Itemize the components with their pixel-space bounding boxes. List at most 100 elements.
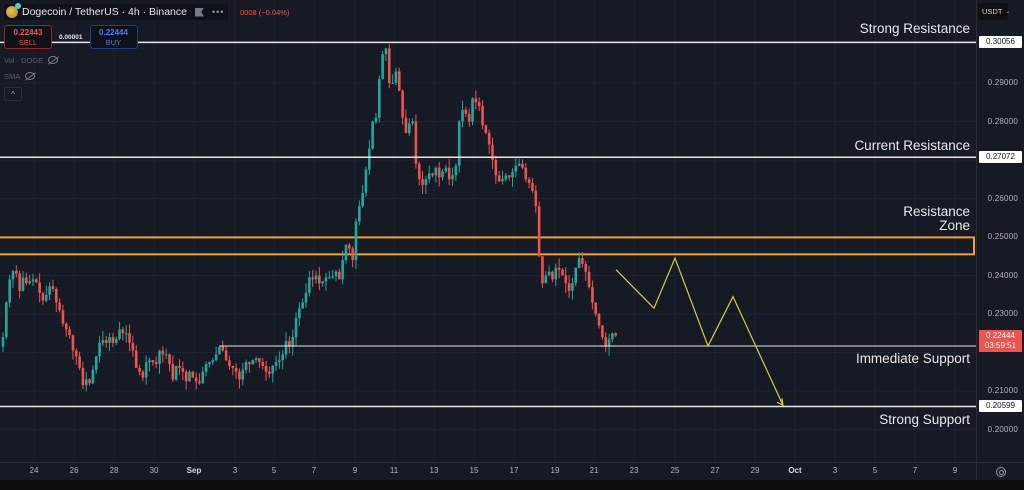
candle-up (374, 117, 378, 122)
symbol-title-bar[interactable]: Dogecoin / TetherUS · 4h · Binance ••• (4, 3, 229, 20)
symbol-title[interactable]: Dogecoin / TetherUS · 4h · Binance (22, 6, 187, 18)
candle-down (15, 270, 18, 274)
price-tick-label: 0.26000 (987, 193, 1018, 203)
candle-up (158, 350, 161, 365)
candle-down (404, 117, 408, 134)
candle-up (504, 175, 508, 180)
candle-up (298, 308, 301, 318)
candle-down (564, 275, 568, 284)
price-tick-label: 0.28000 (987, 116, 1018, 126)
candle-down (38, 282, 41, 293)
candle-down (181, 367, 185, 372)
collapse-legend-button[interactable]: ^ (4, 87, 22, 101)
time-tick-label: 30 (149, 466, 159, 475)
time-tick-label: 26 (69, 466, 79, 475)
indicator-volume[interactable]: Vol · DOGE (4, 55, 228, 65)
candle-down (191, 371, 195, 378)
candle-up (344, 244, 348, 261)
candle-up (577, 258, 581, 268)
candle-up (241, 369, 245, 380)
candle-up (218, 346, 221, 355)
candle-down (231, 365, 235, 368)
annotation-strong-support[interactable]: Strong Support (879, 412, 970, 427)
time-tick-label: Oct (788, 466, 802, 475)
candle-down (68, 329, 71, 336)
candle-down (64, 323, 68, 330)
price-tick-label: 0.25000 (987, 232, 1018, 241)
candle-down (348, 244, 351, 249)
indicator-sma[interactable]: SMA (4, 71, 228, 81)
candle-down (238, 371, 241, 380)
hidden-eye-icon[interactable] (25, 72, 36, 80)
price-tick-label: 0.21000 (987, 386, 1018, 395)
candle-down (351, 248, 354, 261)
candlestick-chart[interactable] (0, 0, 976, 462)
more-options-icon[interactable]: ••• (211, 7, 225, 17)
candle-down (561, 269, 564, 276)
indicator-volume-label: Vol · DOGE (4, 55, 44, 65)
candle-up (251, 360, 255, 365)
time-tick-label: 24 (29, 466, 39, 475)
candle-up (377, 79, 381, 118)
candle-up (424, 179, 428, 186)
time-tick-label: Sep (186, 466, 202, 475)
time-tick-label: 7 (311, 466, 317, 475)
price-tick-label: 0.29000 (987, 78, 1018, 87)
candle-down (141, 371, 145, 378)
price-axis[interactable]: 0.29000 0.28000 0.26000 0.25000 0.24000 0.230… (976, 0, 1024, 462)
candle-up (384, 48, 388, 55)
time-tick-label: 28 (109, 466, 119, 475)
level-price-tag: 0.27072 (979, 151, 1022, 164)
candle-up (118, 329, 121, 340)
candle-down (41, 292, 45, 301)
candle-down (601, 325, 604, 338)
candle-down (258, 358, 261, 363)
time-tick-label: 11 (389, 466, 399, 475)
candle-down (521, 163, 524, 168)
time-tick-label: 3 (232, 466, 238, 475)
candle-down (54, 288, 58, 303)
candle-up (301, 302, 304, 309)
candle-up (511, 171, 514, 178)
candle-up (201, 371, 205, 384)
candle-down (414, 121, 418, 164)
candle-up (208, 362, 211, 365)
spread-value: 0.00001 (59, 33, 83, 41)
candle-up (271, 365, 275, 374)
candle-up (84, 379, 88, 386)
chart-container[interactable]: Dogecoin / TetherUS · 4h · Binance ••• 0… (0, 0, 1024, 480)
candle-down (604, 337, 608, 347)
annotation-strong-resistance[interactable]: Strong Resistance (859, 21, 970, 36)
annotation-resistance-zone[interactable]: Resistance Zone (903, 204, 970, 233)
candle-down (111, 337, 115, 343)
hidden-eye-icon[interactable] (48, 56, 59, 64)
candle-down (78, 356, 81, 368)
annotation-current-resistance[interactable]: Current Resistance (854, 138, 970, 153)
time-tick-label: 19 (550, 466, 560, 475)
sell-button[interactable]: 0.22443 SELL (4, 25, 52, 49)
chevron-down-icon: ⌄ (1005, 9, 1011, 15)
candle-up (44, 294, 48, 301)
flag-icon[interactable] (194, 7, 204, 17)
candle-up (391, 83, 394, 84)
candle-down (534, 190, 538, 207)
buy-button[interactable]: 0.22444 BUY (89, 25, 138, 49)
buy-price: 0.22444 (99, 28, 128, 37)
candle-up (451, 175, 454, 180)
candle-up (101, 340, 105, 343)
candle-up (371, 121, 374, 149)
candle-down (221, 346, 225, 351)
candle-up (48, 286, 51, 295)
annotation-immediate-support[interactable]: Immediate Support (855, 351, 970, 366)
candle-up (98, 342, 101, 357)
time-tick-label: 17 (509, 466, 519, 475)
time-tick-label: 21 (589, 466, 599, 475)
candle-down (228, 360, 231, 366)
currency-selector[interactable]: USDT ⌄ (978, 3, 1011, 20)
chart-plot-area[interactable] (0, 0, 976, 462)
chart-settings-button[interactable] (976, 462, 1024, 480)
time-tick-label: 15 (469, 466, 479, 475)
candle-down (104, 340, 108, 343)
time-axis[interactable]: 24 26 28 30 Sep 3 5 7 9 11 13 15 17 19 21 23 25 27 29 Oct 3 5… (0, 462, 976, 480)
candle-down (264, 365, 268, 372)
